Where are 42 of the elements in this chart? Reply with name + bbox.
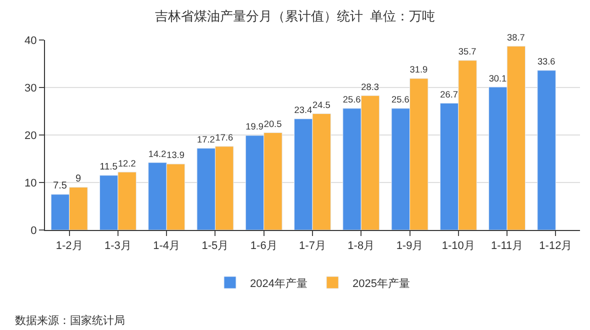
y-tick-label: 20 bbox=[24, 130, 37, 142]
x-tick-label: 1-5月 bbox=[202, 240, 229, 252]
x-tick-label: 1-3月 bbox=[104, 240, 132, 252]
x-tick-label: 1-10月 bbox=[442, 240, 475, 252]
x-tick-label: 1-4月 bbox=[153, 240, 180, 252]
x-tick-label: 1-2月 bbox=[56, 240, 83, 252]
data-label: 17.6 bbox=[215, 132, 234, 143]
legend-label: 2025年产量 bbox=[352, 276, 410, 290]
data-label: 35.7 bbox=[458, 46, 476, 57]
data-label: 26.7 bbox=[440, 89, 458, 100]
x-tick-label: 1-8月 bbox=[348, 240, 375, 252]
data-label: 9 bbox=[75, 173, 82, 184]
data-label: 20.5 bbox=[264, 118, 282, 129]
chart-title: 吉林省煤油产量分月（累计值）统计 单位：万吨 bbox=[154, 8, 436, 24]
x-tick-label: 1-7月 bbox=[299, 240, 326, 252]
data-label: 19.9 bbox=[246, 122, 264, 132]
data-label: 38.7 bbox=[507, 32, 525, 42]
legend-label: 2024年产量 bbox=[250, 276, 308, 290]
data-label: 13.9 bbox=[166, 150, 184, 160]
data-label: 33.6 bbox=[537, 56, 556, 67]
y-tick-label: 10 bbox=[24, 177, 37, 190]
x-tick-label: 1-6月 bbox=[250, 240, 278, 252]
data-label: 25.6 bbox=[342, 94, 361, 105]
data-label: 30.1 bbox=[488, 73, 507, 84]
data-label: 11.5 bbox=[100, 162, 118, 173]
y-tick-label: 0 bbox=[30, 224, 37, 237]
source-note: 数据来源：国家统计局 bbox=[15, 314, 125, 327]
data-label: 12.2 bbox=[118, 158, 136, 168]
data-label: 28.3 bbox=[361, 82, 379, 92]
data-label: 24.5 bbox=[312, 100, 330, 110]
x-tick-label: 1-12月 bbox=[539, 240, 572, 252]
x-tick-label: 1-11月 bbox=[490, 240, 524, 252]
y-tick-label: 30 bbox=[24, 82, 37, 94]
data-label: 7.5 bbox=[53, 180, 68, 192]
x-tick-label: 1-9月 bbox=[396, 240, 424, 252]
data-label: 25.6 bbox=[392, 94, 410, 105]
data-label: 14.2 bbox=[148, 148, 166, 159]
bar bbox=[537, 70, 556, 230]
y-tick-label: 40 bbox=[24, 34, 37, 47]
data-label: 17.2 bbox=[197, 134, 215, 145]
data-label: 31.9 bbox=[410, 64, 428, 75]
data-label: 23.4 bbox=[294, 105, 312, 116]
